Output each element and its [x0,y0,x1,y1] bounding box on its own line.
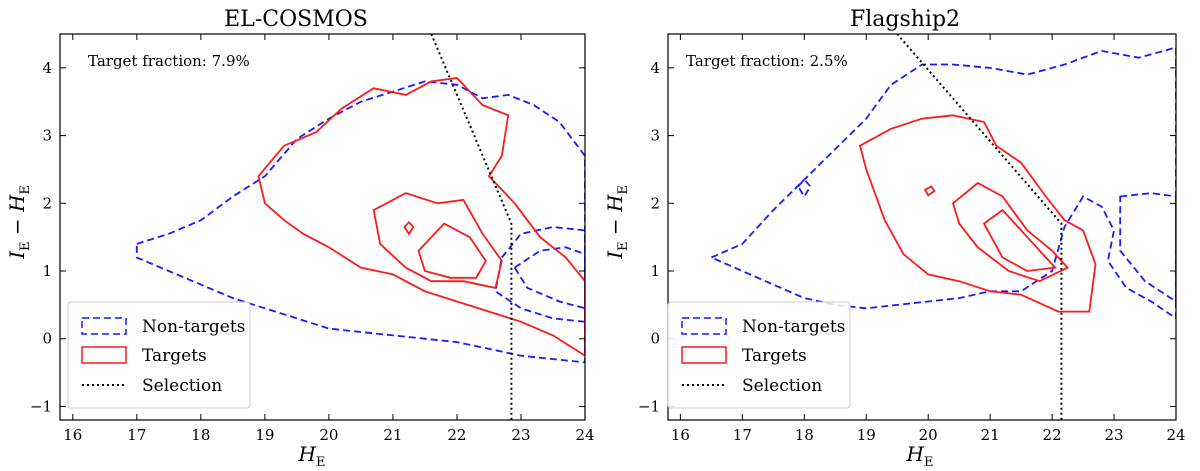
non-targets-contour-1 [709,46,1176,320]
y-tick-label: 4 [650,59,660,77]
y-tick-label: 0 [42,330,52,348]
x-tick-label: 17 [733,426,752,444]
x-axis-label-right: HE [906,442,934,470]
y-axis-label-right: IE − HE [603,185,631,260]
legend-label-targets-left: Targets [142,346,207,366]
x-tick-label: 23 [511,426,530,444]
legend-label-selection-right: Selection [742,376,822,396]
x-tick-label: 16 [63,426,82,444]
x-tick-label: 21 [383,426,402,444]
chart-title-left: EL-COSMOS [224,7,368,32]
y-tick-label: −1 [638,397,660,415]
target-fraction-annotation-right: Target fraction: 2.5% [686,52,848,70]
non-targets-contour-1 [135,80,585,364]
axes-frame [59,33,586,421]
y-tick-label: 0 [650,330,660,348]
selection-line [896,34,1063,420]
y-axis-label-left: IE − HE [5,185,33,260]
legend-right: Non-targets Targets Selection [667,301,851,409]
x-tick-label: 20 [319,426,338,444]
targets-contour-4 [923,185,936,197]
non-targets-contour-3 [796,178,812,199]
legend-left: Non-targets Targets Selection [67,301,251,409]
targets-contour-3 [982,208,1058,272]
targets-contour-1 [257,77,585,357]
targets-contour-4 [403,220,415,236]
chart-title-right: Flagship2 [850,7,960,32]
non-targets-contour-2 [494,226,585,323]
targets-contour-3 [417,222,487,279]
target-fraction-annotation-left: Target fraction: 7.9% [88,52,250,70]
y-tick-label: 3 [650,127,660,145]
y-tick-label: −1 [30,397,52,415]
x-tick-label: 16 [671,426,690,444]
axes-frame [667,33,1177,421]
legend-swatch-targets-right [681,346,727,364]
x-tick-label: 18 [795,426,814,444]
targets-contour-2 [951,181,1070,283]
x-tick-label: 23 [1105,426,1124,444]
y-tick-label: 1 [42,262,52,280]
non-targets-contour-2 [1119,192,1176,303]
y-tick-label: 2 [42,194,52,212]
legend-label-selection-left: Selection [142,376,222,396]
x-tick-label: 22 [447,426,466,444]
x-tick-label: 19 [255,426,274,444]
x-tick-label: 19 [857,426,876,444]
non-targets-contour-3 [513,246,585,310]
legend-swatch-non-targets-right [681,317,727,335]
legend-swatch-targets-left [81,346,127,364]
x-tick-label: 18 [191,426,210,444]
x-tick-label: 24 [1166,426,1185,444]
x-tick-label: 21 [981,426,1000,444]
x-tick-label: 20 [919,426,938,444]
legend-label-non-targets-right: Non-targets [742,317,845,337]
x-tick-label: 22 [1043,426,1062,444]
targets-contour-2 [372,192,503,289]
y-tick-label: 4 [42,59,52,77]
x-tick-label: 24 [575,426,594,444]
legend-label-targets-right: Targets [742,346,807,366]
legend-label-non-targets-left: Non-targets [142,317,245,337]
targets-contour-1 [858,114,1097,313]
y-tick-label: 1 [650,262,660,280]
legend-swatch-non-targets-left [81,317,127,335]
selection-line [430,34,513,420]
y-tick-label: 2 [650,194,660,212]
x-tick-label: 17 [127,426,146,444]
y-tick-label: 3 [42,127,52,145]
x-axis-label-left: HE [298,442,326,470]
